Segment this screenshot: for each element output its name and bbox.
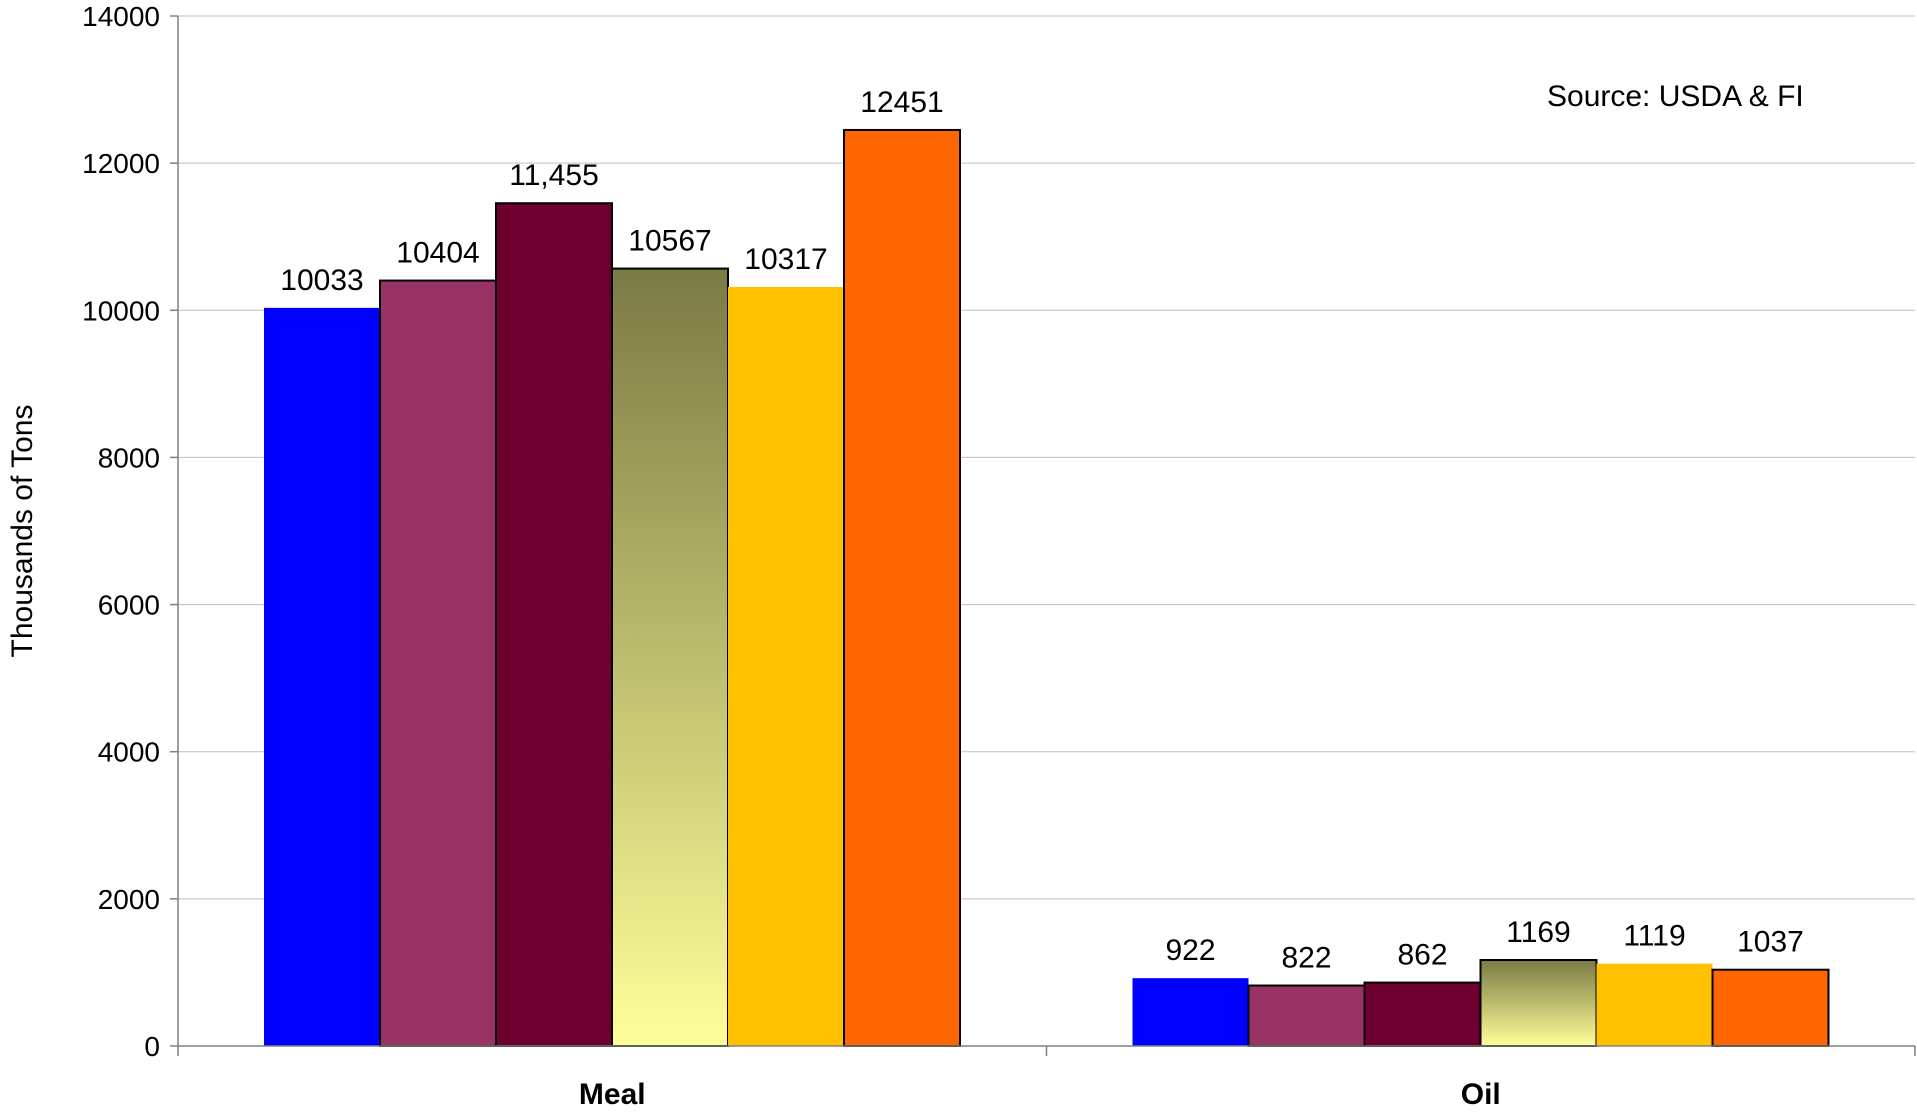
bar-meal-3	[495, 202, 613, 1048]
y-tick-label: 14000	[82, 1, 160, 32]
x-category-label: Oil	[1461, 1078, 1501, 1111]
data-labels: 10033 10404 11,455 10567 10317 12451 922 822 862…	[280, 86, 1804, 975]
bar-oil-6	[1711, 968, 1830, 1047]
bars	[264, 128, 1830, 1048]
data-label: 922	[1165, 934, 1215, 967]
y-tick-label: 6000	[98, 590, 160, 621]
y-tick-label: 10000	[82, 295, 160, 326]
axes: 0 2000 4000 6000 8000 10000 12000 14000 Meal Oil	[82, 1, 1916, 1111]
bar-oil-5	[1596, 963, 1713, 1046]
data-label: 10317	[744, 243, 827, 276]
data-label: 1037	[1737, 926, 1804, 959]
data-label: 10567	[628, 225, 711, 258]
data-label: 10404	[396, 237, 479, 270]
data-label: 11,455	[509, 159, 599, 192]
bar-oil-4	[1479, 958, 1598, 1047]
bar-oil-2	[1247, 984, 1366, 1048]
y-tick-label: 0	[144, 1031, 160, 1062]
y-tick-label: 4000	[98, 737, 160, 768]
y-tick-label: 12000	[82, 148, 160, 179]
data-label: 822	[1281, 942, 1331, 975]
y-axis-title: Thousands of Tons	[6, 405, 39, 658]
bar-meal-5	[728, 286, 844, 1046]
bar-oil-1	[1132, 978, 1249, 1046]
bar-meal-6	[843, 128, 961, 1047]
bar-meal-4	[611, 267, 729, 1047]
y-tick-label: 8000	[98, 442, 160, 473]
bar-oil-3	[1363, 981, 1482, 1047]
x-category-label: Meal	[579, 1078, 646, 1111]
data-label: 862	[1397, 939, 1447, 972]
bar-meal-1	[264, 307, 380, 1046]
bar-meal-2	[379, 279, 497, 1047]
data-label: 1119	[1623, 920, 1685, 953]
y-tick-label: 2000	[98, 884, 160, 915]
data-label: 12451	[860, 86, 943, 119]
source-annotation: Source: USDA & FI	[1547, 80, 1804, 113]
data-label: 1169	[1506, 916, 1571, 949]
data-label: 10033	[280, 264, 363, 297]
